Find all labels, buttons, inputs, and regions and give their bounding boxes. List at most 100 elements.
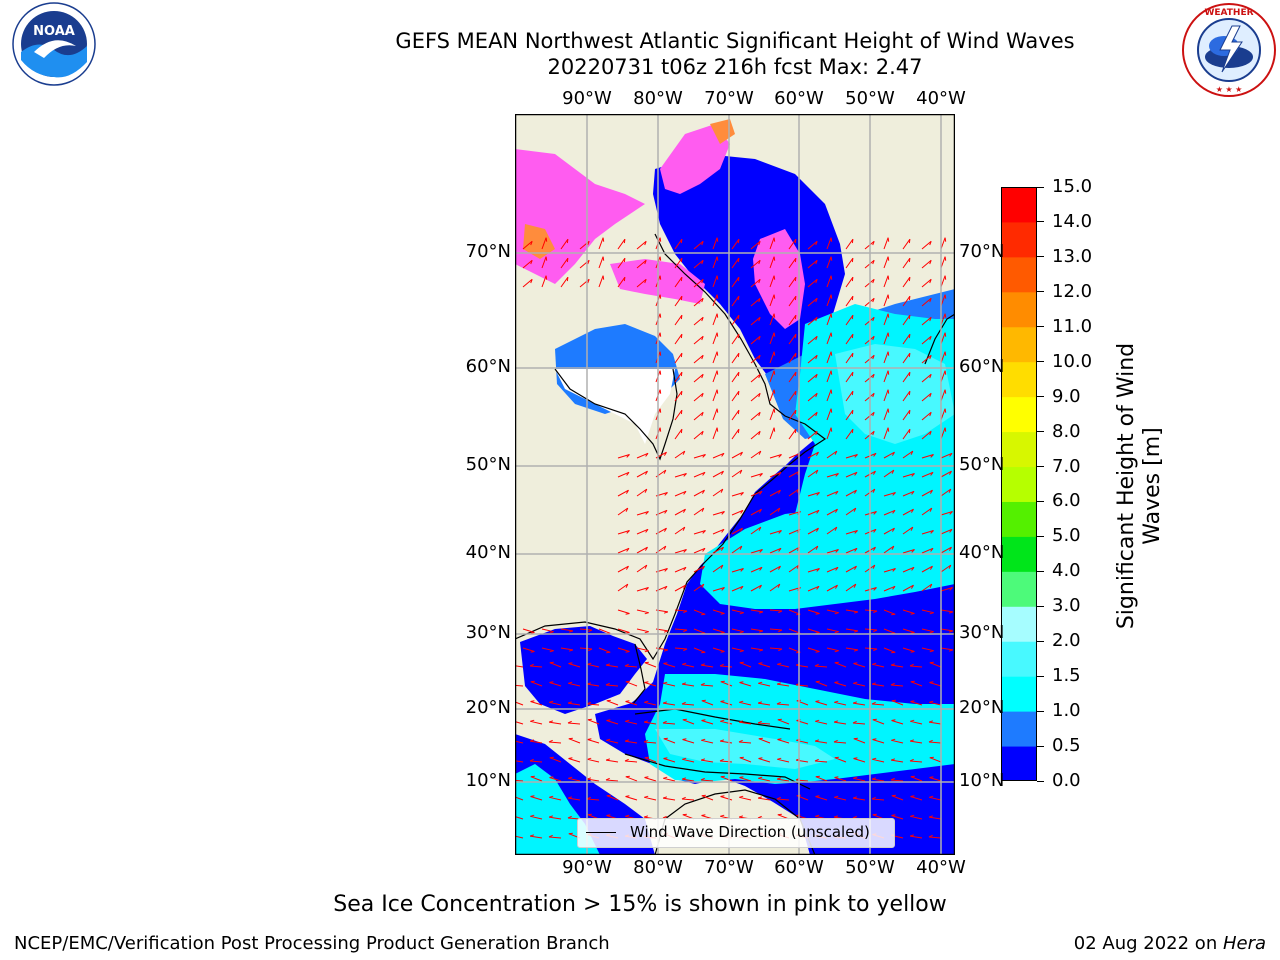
wind-arrow xyxy=(902,508,914,516)
wind-arrow-head xyxy=(910,450,914,455)
wind-arrow-head xyxy=(587,260,590,265)
wind-arrow-head xyxy=(778,610,783,614)
colorbar-tick-mark xyxy=(1037,431,1044,433)
wind-arrow xyxy=(872,663,885,668)
wind-arrow xyxy=(674,526,686,535)
wind-arrow xyxy=(568,663,581,668)
wind-arrow xyxy=(929,757,942,763)
wind-arrow-head xyxy=(834,584,838,589)
wind-arrow xyxy=(883,256,889,269)
wind-arrow-head xyxy=(773,351,776,356)
wind-arrow xyxy=(548,836,562,839)
colorbar-tick-label: 1.0 xyxy=(1052,700,1081,722)
wind-arrow xyxy=(712,628,725,633)
wind-arrow xyxy=(807,492,820,497)
wind-arrow-head xyxy=(588,648,593,652)
wind-arrow-head xyxy=(682,508,686,513)
wind-arrow xyxy=(814,665,828,668)
cyan-band-midlat xyxy=(700,509,955,609)
wind-arrow-head xyxy=(758,630,764,633)
wind-arrow xyxy=(807,568,820,573)
wind-arrow-head xyxy=(530,632,535,634)
wind-arrow-head xyxy=(815,469,819,474)
wind-arrow xyxy=(902,238,911,250)
wind-arrow-head xyxy=(701,583,705,588)
wind-arrow-head xyxy=(529,834,535,837)
wind-arrow-head xyxy=(758,393,761,398)
wind-arrow-head xyxy=(663,451,667,456)
wind-arrow xyxy=(940,488,952,497)
wind-arrow xyxy=(587,683,600,687)
wind-arrow-head xyxy=(929,700,934,703)
colorbar-tick-label: 8.0 xyxy=(1052,420,1081,442)
wind-arrow-head xyxy=(681,682,687,685)
wind-arrow-head xyxy=(815,814,820,817)
wind-arrow-head xyxy=(567,796,573,799)
wind-arrow xyxy=(560,628,573,632)
wind-arrow-head xyxy=(567,701,573,704)
chart-title: GEFS MEAN Northwest Atlantic Significant… xyxy=(395,29,1075,53)
wind-arrow-head xyxy=(944,332,947,337)
wind-arrow-head xyxy=(683,473,687,477)
wind-arrow xyxy=(883,527,895,535)
wind-arrow-head xyxy=(854,454,858,458)
wind-arrow-head xyxy=(910,814,915,817)
svg-text:★ ★ ★: ★ ★ ★ xyxy=(1216,85,1243,94)
wind-arrow xyxy=(845,314,854,326)
wind-arrow xyxy=(644,682,657,687)
wind-arrow-head xyxy=(737,429,740,434)
wind-arrow-head xyxy=(680,429,683,434)
wind-arrow xyxy=(845,489,857,497)
wind-arrow-head xyxy=(701,738,706,741)
wind-arrow xyxy=(788,333,797,345)
wind-arrow-head xyxy=(680,239,683,244)
wind-arrow xyxy=(739,701,752,706)
wind-arrow xyxy=(834,662,847,668)
colorbar-tick-mark xyxy=(1037,745,1044,747)
wind-arrow xyxy=(605,779,619,782)
wind-arrow-head xyxy=(887,408,890,413)
wind-arrow-head xyxy=(891,451,895,456)
wind-arrow-head xyxy=(568,737,573,740)
wind-arrow xyxy=(617,647,630,652)
colorbar-tick-mark xyxy=(1037,780,1044,782)
svg-text:WEATHER: WEATHER xyxy=(1204,8,1253,18)
wind-arrow xyxy=(777,739,790,744)
wind-arrow-head xyxy=(834,526,838,531)
wind-arrow xyxy=(909,760,923,763)
wind-arrow-head xyxy=(644,470,648,475)
wind-arrow xyxy=(617,454,630,459)
wind-arrow-head xyxy=(830,313,833,318)
wind-arrow xyxy=(605,684,619,687)
wind-arrow xyxy=(693,411,704,421)
wind-arrow-head xyxy=(757,701,763,704)
wind-arrow-head xyxy=(928,720,934,723)
wind-arrow-head xyxy=(911,473,915,477)
wind-arrow xyxy=(769,256,775,269)
wind-arrow xyxy=(636,452,649,459)
wind-arrow xyxy=(693,565,705,573)
wind-arrow-head xyxy=(606,738,611,741)
wind-arrow-head xyxy=(853,611,859,614)
wind-arrow-head xyxy=(720,488,724,493)
wind-arrow-head xyxy=(701,298,704,303)
wind-arrow-head xyxy=(758,611,764,614)
colorbar-tick-mark xyxy=(1037,256,1044,258)
wind-arrow xyxy=(921,547,934,554)
wind-arrow-head xyxy=(887,370,890,375)
wind-arrow xyxy=(731,352,740,364)
wind-arrow-head xyxy=(815,241,818,246)
wind-arrow xyxy=(681,703,695,706)
wind-arrow-head xyxy=(892,492,896,496)
wind-arrow-head xyxy=(549,681,554,683)
wind-arrow xyxy=(910,740,923,744)
wind-arrow xyxy=(826,256,832,269)
wind-arrow xyxy=(750,354,761,364)
wind-arrow-head xyxy=(716,237,719,242)
wind-arrow-head xyxy=(853,583,857,588)
wind-arrow xyxy=(834,796,847,801)
wind-arrow xyxy=(731,409,740,421)
wind-arrow-head xyxy=(773,408,776,413)
wind-arrow xyxy=(853,758,866,763)
wind-arrow xyxy=(872,683,885,687)
